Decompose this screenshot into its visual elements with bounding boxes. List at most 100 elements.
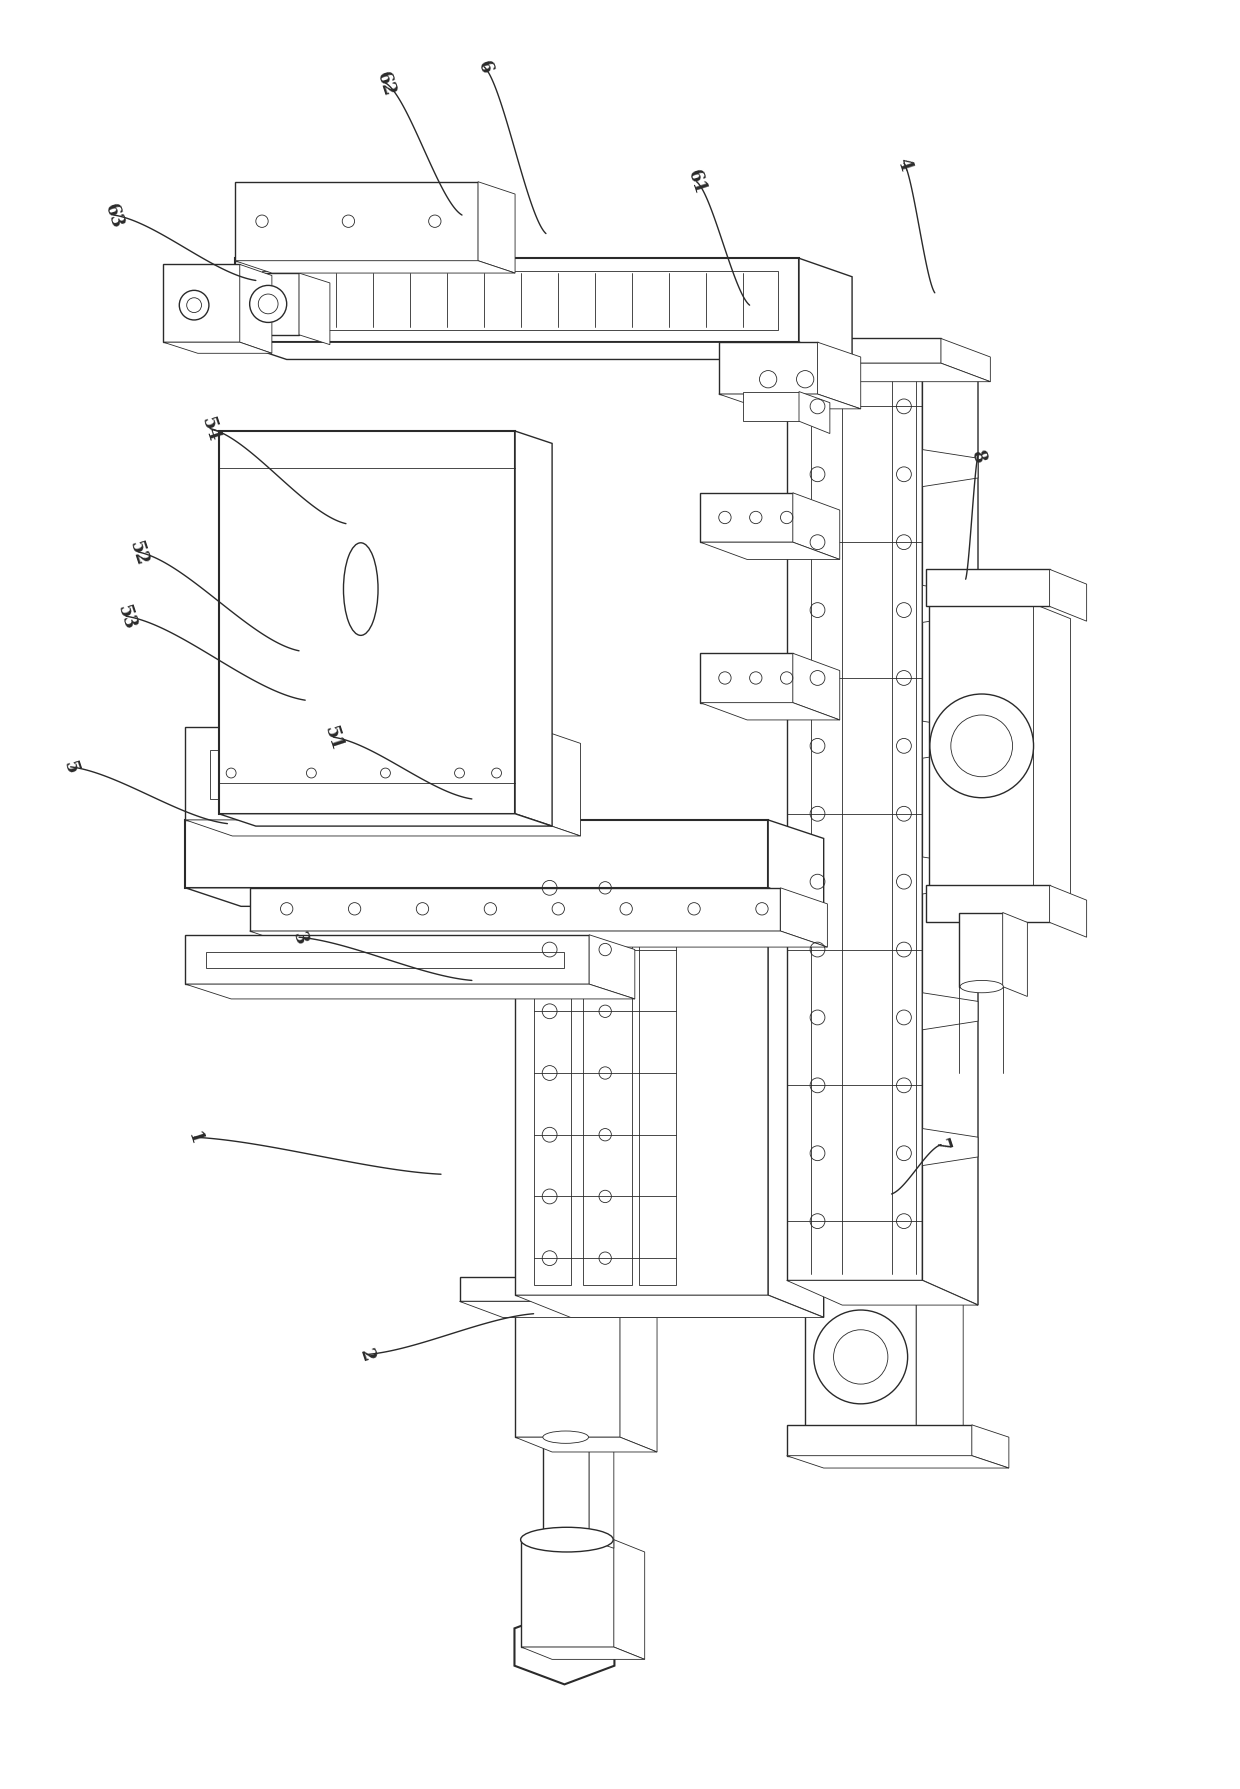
Polygon shape	[164, 343, 272, 354]
Polygon shape	[923, 721, 978, 759]
Polygon shape	[941, 340, 991, 383]
Polygon shape	[186, 821, 580, 837]
Ellipse shape	[960, 980, 1003, 993]
Polygon shape	[929, 605, 1034, 889]
Text: 51: 51	[321, 723, 346, 753]
Polygon shape	[543, 1437, 589, 1540]
Polygon shape	[186, 889, 823, 907]
Polygon shape	[1049, 886, 1086, 937]
Polygon shape	[164, 265, 239, 343]
Polygon shape	[186, 984, 635, 1000]
Polygon shape	[701, 542, 839, 560]
Text: 2: 2	[356, 1345, 377, 1363]
Polygon shape	[923, 358, 978, 1306]
Polygon shape	[701, 703, 839, 721]
Polygon shape	[792, 655, 839, 721]
Text: 62: 62	[373, 70, 398, 98]
Polygon shape	[614, 1540, 645, 1660]
Polygon shape	[926, 886, 1049, 923]
Text: 6: 6	[474, 59, 495, 77]
Polygon shape	[960, 912, 1003, 988]
Polygon shape	[299, 274, 330, 345]
Text: 5: 5	[61, 759, 81, 776]
Circle shape	[813, 1310, 908, 1404]
Ellipse shape	[543, 1431, 589, 1444]
Polygon shape	[972, 1426, 1009, 1469]
Text: 52: 52	[126, 538, 151, 567]
Polygon shape	[515, 1437, 657, 1453]
Polygon shape	[533, 728, 580, 837]
Ellipse shape	[343, 544, 378, 637]
Polygon shape	[620, 1295, 657, 1453]
Polygon shape	[589, 1437, 614, 1549]
Polygon shape	[186, 728, 533, 821]
Text: 54: 54	[197, 415, 223, 444]
Circle shape	[180, 292, 208, 320]
Polygon shape	[249, 889, 780, 932]
Ellipse shape	[521, 1528, 614, 1553]
Polygon shape	[239, 274, 299, 336]
Text: 53: 53	[114, 603, 139, 632]
Text: 63: 63	[102, 200, 126, 231]
Polygon shape	[515, 431, 552, 827]
Polygon shape	[923, 587, 978, 623]
Circle shape	[951, 716, 1013, 776]
Polygon shape	[515, 1295, 823, 1318]
Polygon shape	[515, 1610, 615, 1685]
Polygon shape	[239, 265, 272, 354]
Circle shape	[249, 286, 286, 324]
Polygon shape	[521, 1540, 614, 1648]
Text: 7: 7	[930, 1136, 951, 1154]
Polygon shape	[768, 821, 823, 907]
Text: 3: 3	[289, 928, 310, 946]
Polygon shape	[460, 1302, 750, 1318]
Polygon shape	[218, 814, 552, 827]
Polygon shape	[589, 936, 635, 1000]
Polygon shape	[701, 655, 792, 703]
Polygon shape	[262, 272, 777, 331]
Circle shape	[930, 694, 1034, 798]
Text: 8: 8	[967, 447, 988, 465]
Polygon shape	[639, 857, 676, 1286]
Polygon shape	[719, 343, 817, 395]
Polygon shape	[768, 340, 941, 363]
Polygon shape	[799, 392, 830, 435]
Polygon shape	[521, 1648, 645, 1660]
Circle shape	[833, 1329, 888, 1385]
Polygon shape	[786, 1456, 1009, 1469]
Polygon shape	[786, 1426, 972, 1456]
Polygon shape	[799, 259, 852, 360]
Polygon shape	[533, 857, 570, 1286]
Polygon shape	[234, 259, 799, 343]
Polygon shape	[186, 821, 768, 889]
Polygon shape	[926, 571, 1049, 606]
Polygon shape	[707, 1277, 750, 1318]
Polygon shape	[479, 182, 515, 274]
Polygon shape	[1049, 571, 1086, 623]
Polygon shape	[768, 839, 823, 1318]
Polygon shape	[786, 358, 923, 1281]
Polygon shape	[792, 494, 839, 560]
Text: 61: 61	[684, 168, 709, 197]
Polygon shape	[210, 750, 506, 800]
Text: 4: 4	[894, 156, 914, 174]
Polygon shape	[786, 1281, 978, 1306]
Polygon shape	[583, 857, 632, 1286]
Polygon shape	[916, 1283, 963, 1449]
Circle shape	[187, 299, 202, 313]
Polygon shape	[515, 839, 768, 1295]
Polygon shape	[234, 182, 479, 261]
Polygon shape	[234, 343, 852, 360]
Polygon shape	[218, 431, 515, 814]
Polygon shape	[744, 392, 799, 422]
Polygon shape	[768, 363, 991, 383]
Text: 1: 1	[184, 1129, 205, 1147]
Polygon shape	[460, 1277, 707, 1302]
Polygon shape	[249, 932, 827, 948]
Polygon shape	[805, 1431, 963, 1449]
Polygon shape	[923, 993, 978, 1030]
Polygon shape	[701, 494, 792, 542]
Polygon shape	[1003, 912, 1028, 996]
Polygon shape	[719, 395, 861, 410]
Polygon shape	[805, 1283, 916, 1431]
